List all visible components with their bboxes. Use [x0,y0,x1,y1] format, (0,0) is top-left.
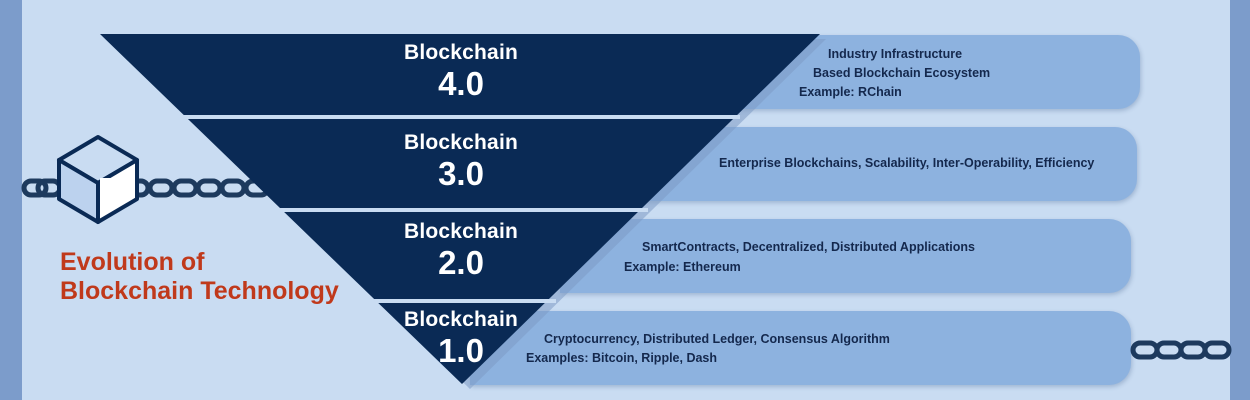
pill-2-line-1: SmartContracts, Decentralized, Distribut… [642,240,975,254]
cube-icon [57,135,139,224]
level-3-name: Blockchain [403,131,519,154]
level-1-name: Blockchain [403,308,519,331]
level-2-version: 2.0 [438,244,484,281]
pill-1-line-1: Cryptocurrency, Distributed Ledger, Cons… [544,332,890,346]
pill-level-1: Cryptocurrency, Distributed Ledger, Cons… [470,311,1131,385]
level-1-version: 1.0 [438,332,484,369]
chain-icon [1130,340,1232,360]
level-4-version: 4.0 [438,65,484,102]
title-line-2: Blockchain Technology [60,277,339,305]
right-edge-band [1230,0,1250,400]
diagram-title: Evolution of Blockchain Technology [60,248,339,306]
level-dividers [180,115,740,303]
pill-4-line-1: Industry Infrastructure [828,47,963,61]
pill-4-line-2: Based Blockchain Ecosystem [813,66,991,80]
pill-2-line-2: Example: Ethereum [624,260,741,274]
title-line-1: Evolution of [60,248,205,276]
level-3-version: 3.0 [438,155,484,192]
level-4-name: Blockchain [403,41,519,64]
level-3-label: Blockchain 3.0 [361,131,561,193]
level-2-name: Blockchain [403,220,519,243]
left-edge-band [0,0,22,400]
pill-level-2: SmartContracts, Decentralized, Distribut… [560,219,1131,293]
level-2-label: Blockchain 2.0 [361,220,561,282]
pill-1-line-2: Examples: Bitcoin, Ripple, Dash [526,351,718,365]
pill-4-line-3: Example: RChain [799,85,902,99]
pill-3-line-1: Enterprise Blockchains, Scalability, Int… [719,156,1095,170]
level-1-label: Blockchain 1.0 [361,308,561,370]
level-4-label: Blockchain 4.0 [361,41,561,103]
